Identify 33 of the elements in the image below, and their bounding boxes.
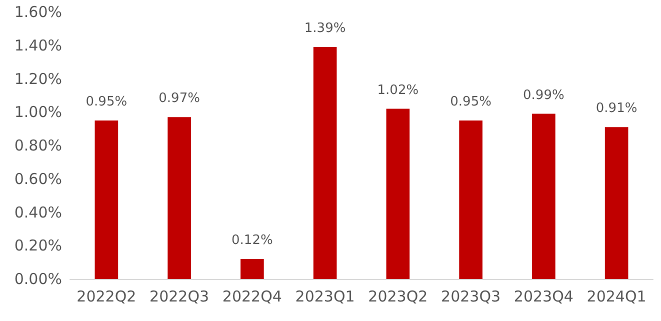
y-tick-label: 0.20% (14, 236, 62, 255)
x-tick-label: 2022Q3 (150, 288, 210, 306)
x-tick-label: 2023Q3 (441, 288, 501, 306)
x-tick-label: 2023Q1 (295, 288, 355, 306)
y-tick-label: 0.80% (14, 136, 62, 154)
data-label: 0.95% (86, 94, 128, 110)
bar (313, 47, 337, 279)
y-tick-label: 0.00% (14, 270, 62, 288)
data-label: 0.12% (232, 232, 273, 248)
x-tick-label: 2022Q4 (222, 288, 282, 306)
x-tick-label: 2023Q2 (368, 288, 428, 306)
y-tick-label: 0.60% (14, 170, 62, 188)
bar (94, 120, 118, 279)
bar (240, 258, 264, 279)
y-tick-label: 1.00% (14, 103, 62, 122)
data-label: 0.97% (158, 91, 200, 106)
bar (386, 108, 410, 279)
x-tick-label: 2023Q4 (514, 288, 574, 306)
x-tick-label: 2024Q1 (586, 288, 646, 306)
y-tick-label: 1.40% (14, 36, 62, 54)
data-label: 0.99% (523, 88, 564, 103)
data-label: 1.02% (377, 82, 419, 98)
y-tick-label: 1.20% (14, 70, 62, 88)
bar (604, 127, 628, 279)
data-label: 0.91% (596, 101, 638, 116)
bar (168, 117, 191, 279)
bar (459, 120, 482, 279)
y-tick-label: 0.40% (14, 203, 62, 222)
x-tick-label: 2022Q2 (76, 288, 136, 306)
bar (532, 114, 556, 279)
data-label: 1.39% (304, 21, 346, 36)
data-label: 0.95% (450, 94, 492, 110)
y-tick-label: 1.60% (14, 3, 62, 21)
